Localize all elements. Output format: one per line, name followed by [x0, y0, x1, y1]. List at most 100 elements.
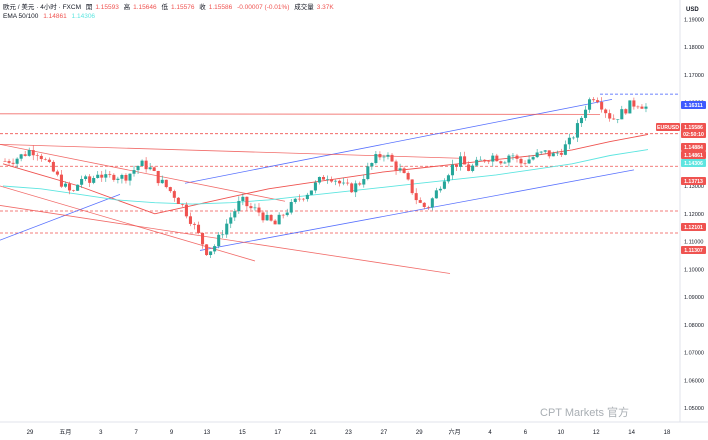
y-tick-label: 1.19000: [684, 17, 704, 23]
candle-body: [120, 174, 124, 179]
candle-body: [325, 179, 330, 180]
price-badge-label: 1.14861: [684, 153, 703, 159]
candle-body: [414, 193, 418, 201]
candle-body: [507, 155, 511, 163]
candle-body: [124, 174, 128, 181]
price-badge: [681, 123, 706, 131]
candle-body: [152, 167, 156, 171]
candle-body: [450, 164, 455, 176]
candle-body: [515, 155, 519, 159]
candle-body: [358, 183, 362, 185]
candle-body: [140, 160, 144, 166]
candle-body: [192, 223, 197, 225]
candle-body: [434, 190, 438, 199]
x-tick-label: 六月: [449, 428, 461, 436]
candle-body: [245, 196, 249, 207]
candle-body: [394, 161, 398, 171]
price-badge: [681, 101, 706, 109]
x-tick-label: 9: [170, 430, 174, 436]
price-badge: [681, 177, 706, 185]
candle-body: [422, 202, 426, 207]
ema50-value: 1.14861: [43, 13, 67, 20]
candle-body: [446, 175, 450, 182]
y-tick-label: 1.08000: [684, 323, 704, 329]
trendline: [0, 185, 256, 262]
price-badge: [681, 159, 706, 167]
candle-body: [305, 194, 309, 200]
watermark-text: CPT Markets 官方: [540, 407, 630, 419]
candle-body: [632, 100, 636, 107]
candle-body: [213, 246, 217, 252]
candle-body: [342, 182, 346, 184]
ema-info-row[interactable]: EMA 50/100 1.14861 1.14306: [3, 13, 98, 21]
candle-body: [346, 182, 350, 184]
candle-body: [547, 150, 551, 157]
candle-body: [503, 162, 507, 164]
candle-body: [249, 206, 253, 209]
candle-body: [475, 159, 479, 166]
x-tick-label: 14: [628, 430, 635, 436]
candle-body: [398, 168, 402, 171]
candle-body: [487, 161, 491, 162]
candle-body: [289, 202, 293, 213]
candle-body: [527, 159, 531, 164]
candle-body: [640, 106, 644, 109]
candle-body: [579, 117, 584, 124]
candle-body: [88, 176, 92, 183]
candle-body: [269, 214, 273, 221]
candle-body: [184, 204, 188, 217]
trendline: [0, 143, 461, 159]
candle-body: [160, 179, 164, 184]
candle-body: [233, 211, 237, 218]
trendline: [184, 98, 613, 184]
candle-body: [132, 170, 136, 174]
x-tick-label: 13: [204, 430, 211, 436]
candle-body: [402, 168, 406, 174]
candle-body: [31, 150, 35, 156]
candle-body: [15, 158, 19, 164]
candle-body: [285, 212, 289, 216]
symbol-name[interactable]: 欧元 / 美元 · 4小时 · FXCM: [3, 4, 81, 11]
ema100-value: 1.14306: [71, 13, 96, 20]
candle-body: [454, 164, 459, 167]
currency-label[interactable]: USD: [684, 6, 701, 14]
candle-body: [221, 234, 225, 236]
candle-body: [39, 155, 43, 160]
candle-body: [19, 154, 23, 159]
x-tick-label: 29: [27, 430, 34, 436]
candle-body: [148, 167, 152, 170]
candle-body: [592, 99, 596, 101]
volume-label: 成交量: [294, 4, 314, 11]
candle-body: [406, 173, 410, 180]
price-badge: [656, 123, 680, 131]
trendline: [0, 143, 286, 202]
candle-body: [59, 174, 63, 187]
candle-body: [168, 187, 172, 192]
candle-body: [225, 223, 229, 235]
candle-body: [366, 166, 370, 180]
candle-body: [531, 157, 535, 160]
close-value: 1.15586: [208, 4, 233, 11]
candle-body: [3, 161, 7, 162]
candle-body: [281, 214, 285, 216]
x-tick-label: 五月: [59, 429, 71, 436]
candle-body: [47, 159, 51, 162]
candle-body: [201, 232, 205, 245]
candle-body: [164, 179, 168, 188]
candle-body: [51, 161, 55, 172]
close-label: 收: [199, 4, 206, 11]
candle-body: [499, 161, 503, 164]
high-label: 高: [123, 4, 131, 11]
price-badge-label: 1.13713: [684, 179, 703, 185]
candle-body: [277, 214, 281, 225]
candle-body: [519, 158, 523, 164]
candle-body: [317, 176, 321, 183]
candle-body: [241, 196, 245, 201]
candle-body: [588, 99, 592, 110]
price-badge: [681, 246, 706, 254]
candle-body: [354, 183, 358, 193]
candle-body: [644, 106, 648, 109]
candle-body: [390, 154, 394, 162]
